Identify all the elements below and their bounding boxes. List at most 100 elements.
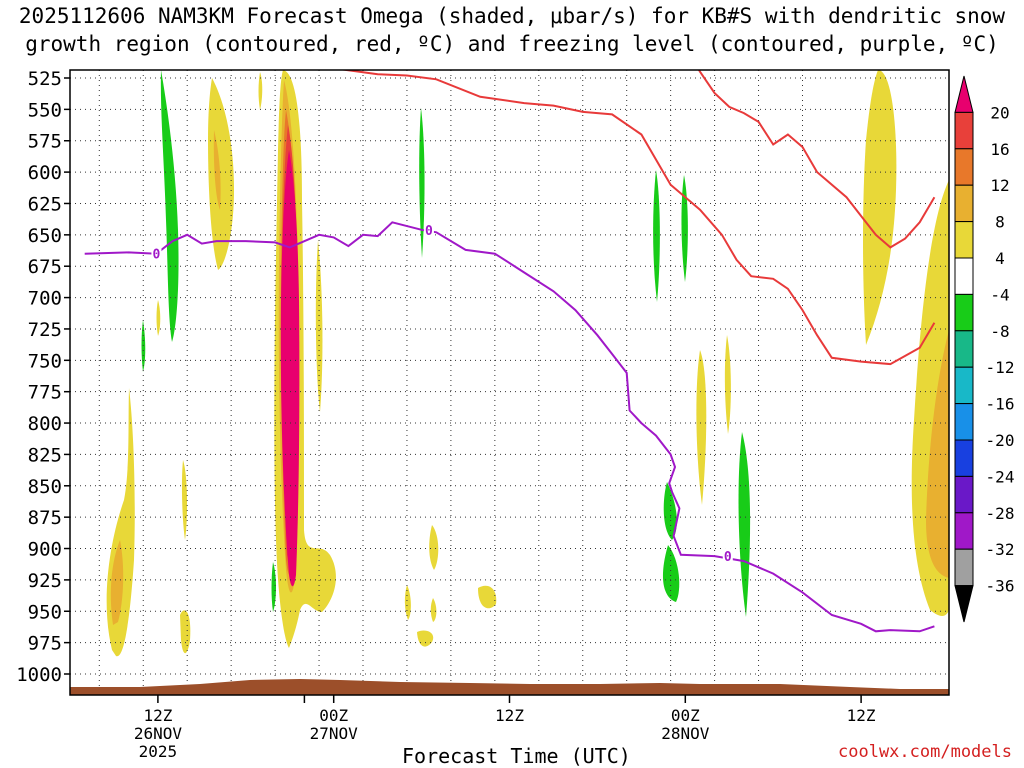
y-tick-label: 550 xyxy=(28,99,62,121)
colorbar-label: -8 xyxy=(990,322,1009,341)
contour-label-bg xyxy=(151,245,162,260)
omega-area-updraft-16 xyxy=(404,585,411,620)
omega-area-updraft-5 xyxy=(208,78,234,270)
x-tick-label: 00Z xyxy=(671,706,700,725)
omega-area-updraft-2 xyxy=(110,540,124,625)
grid-lines xyxy=(70,70,949,695)
y-tick-label: 850 xyxy=(28,476,62,498)
y-tick-label: 875 xyxy=(28,507,62,529)
freezing-level-label: 0 xyxy=(724,550,732,565)
omega-area-downdraft-9 xyxy=(738,432,751,617)
omega-area-updraft-8 xyxy=(258,72,263,110)
x-tick-label: 2025 xyxy=(139,742,178,761)
y-tick-label: 900 xyxy=(28,539,62,561)
colorbar-label: -16 xyxy=(986,395,1015,414)
colorbar-label: -28 xyxy=(986,504,1015,523)
colorbar-swatch xyxy=(954,403,974,441)
chart-title-line1: 2025112606 NAM3KM Forecast Omega (shaded… xyxy=(18,4,1006,28)
omega-area-downdraft-5 xyxy=(653,170,660,302)
colorbar-label: 4 xyxy=(995,249,1005,268)
freezing-level-label: 0 xyxy=(153,248,161,263)
colorbar-swatch xyxy=(954,293,974,332)
colorbar-label: 16 xyxy=(990,140,1009,159)
plot-frame xyxy=(69,69,950,696)
colorbar-swatch xyxy=(954,548,974,587)
colorbar-label: -36 xyxy=(986,577,1015,596)
y-tick-label: 525 xyxy=(28,68,62,90)
y-tick-label: 825 xyxy=(28,444,62,466)
colorbar-label: -20 xyxy=(986,431,1015,450)
y-tick-label: 975 xyxy=(28,633,62,655)
y-tick-label: 725 xyxy=(28,319,62,341)
x-tick-label: 12Z xyxy=(495,706,524,725)
y-axis: 525 550 575 600 625 650 675 700 725 750 775 800 825 8… xyxy=(16,68,70,686)
colorbar-swatch xyxy=(954,221,974,259)
y-tick-label: 750 xyxy=(28,350,62,372)
colorbar-label: 20 xyxy=(990,103,1009,122)
y-tick-label: 600 xyxy=(28,162,62,184)
colorbar-bottom-triangle xyxy=(954,585,974,623)
colorbar-label: 8 xyxy=(995,213,1005,232)
colorbar-swatch xyxy=(954,257,974,295)
colorbar-label: 12 xyxy=(990,176,1009,195)
omega-area-downdraft-1 xyxy=(160,70,179,342)
contour-label-bg xyxy=(423,221,434,236)
y-tick-label: 950 xyxy=(28,601,62,623)
freezing-level-label: 0 xyxy=(425,224,433,239)
omega-area-updraft-6 xyxy=(213,130,221,210)
omega-area-updraft-3 xyxy=(181,460,188,540)
omega-area-updraft-13 xyxy=(280,150,300,587)
chart-title-line2: growth region (contoured, red, ºC) and f… xyxy=(25,32,999,56)
omega-area-updraft-15 xyxy=(429,525,439,570)
omega-area-updraft-4 xyxy=(180,610,191,654)
y-tick-label: 700 xyxy=(28,288,62,310)
y-tick-label: 625 xyxy=(28,193,62,215)
omega-area-updraft-22 xyxy=(863,70,897,345)
colorbar-swatch xyxy=(954,148,974,186)
colorbar-swatch xyxy=(954,439,974,477)
dgz-contour-lower xyxy=(697,70,936,249)
colorbar-swatch xyxy=(954,475,974,514)
x-tick-label: 27NOV xyxy=(310,724,359,743)
colorbar-label: -24 xyxy=(986,467,1015,486)
omega-area-downdraft-4 xyxy=(419,108,425,258)
terrain-ground xyxy=(70,679,949,695)
omega-area-updraft-1 xyxy=(106,388,135,657)
site-credit[interactable]: coolwx.com/models xyxy=(838,742,1012,762)
x-tick-label: 26NOV xyxy=(134,724,183,743)
y-tick-label: 650 xyxy=(28,225,62,247)
colorbar-swatch xyxy=(954,512,974,550)
colorbar-top-triangle xyxy=(954,75,974,113)
omega-area-updraft-24 xyxy=(926,330,949,578)
colorbar-swatch xyxy=(954,184,974,223)
omega-area-updraft-18 xyxy=(417,630,434,647)
omega-area-updraft-7 xyxy=(156,300,161,336)
colorbar-swatch xyxy=(954,366,974,405)
omega-area-downdraft-8 xyxy=(662,545,680,602)
colorbar-swatch xyxy=(954,330,974,368)
freezing-level-contour xyxy=(84,221,935,633)
omega-area-downdraft-6 xyxy=(681,175,688,282)
colorbar-label: -32 xyxy=(986,540,1015,559)
y-tick-label: 800 xyxy=(28,413,62,435)
omega-area-updraft-19 xyxy=(478,585,497,609)
omega-area-updraft-21 xyxy=(724,335,731,434)
y-tick-label: 775 xyxy=(28,382,62,404)
colorbar: 20 16 12 8 4 -4 -8 -12 -16 -20 -24 -28 -32 -36 xyxy=(954,75,1015,623)
dgz-contour-upper xyxy=(340,70,936,366)
contour-label-bg xyxy=(722,548,733,563)
y-tick-label: 575 xyxy=(28,131,62,153)
y-tick-label: 925 xyxy=(28,570,62,592)
colorbar-label: -12 xyxy=(986,358,1015,377)
colorbar-swatch xyxy=(954,111,974,150)
omega-shading xyxy=(106,70,949,657)
y-tick-label: 675 xyxy=(28,256,62,278)
omega-area-updraft-17 xyxy=(430,598,437,622)
colorbar-label: -4 xyxy=(990,285,1009,304)
x-tick-label: 28NOV xyxy=(661,724,710,743)
x-axis-title: Forecast Time (UTC) xyxy=(402,744,631,768)
y-tick-label: 1000 xyxy=(16,664,62,686)
x-tick-label: 12Z xyxy=(143,706,172,725)
